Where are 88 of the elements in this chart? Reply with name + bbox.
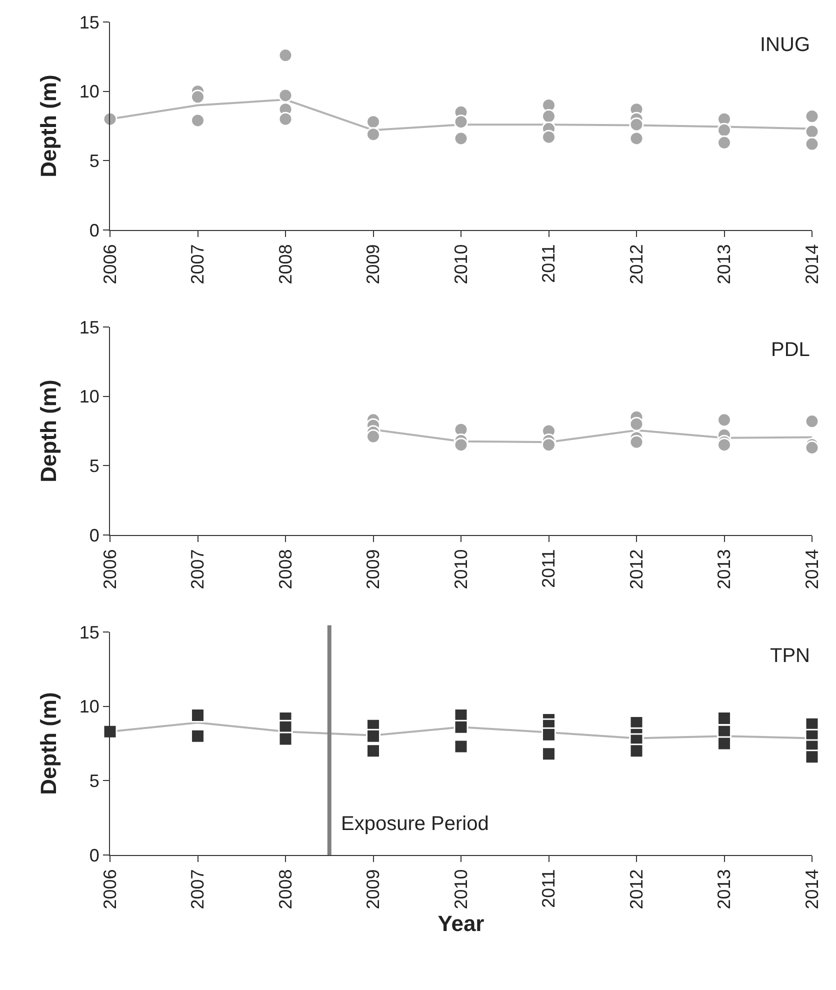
point (278, 48, 293, 63)
point (804, 124, 820, 139)
x-tick-label: 2012 (626, 549, 646, 590)
point (454, 720, 468, 734)
point (629, 117, 644, 132)
point (102, 112, 118, 126)
y-axis-title: Depth (m) (36, 692, 61, 795)
text: TPN (770, 645, 810, 667)
x-tick-label: 2010 (450, 869, 471, 910)
point (278, 88, 293, 103)
x-tick-label: 2010 (450, 244, 471, 284)
x-tick-label: 2006 (100, 549, 120, 590)
point (366, 744, 380, 758)
y-tick-label: 15 (79, 622, 100, 642)
x-tick-label: 2007 (188, 244, 208, 284)
point (717, 122, 732, 138)
point (366, 429, 380, 444)
point (542, 727, 556, 742)
x-tick-label: 2006 (100, 244, 120, 284)
point (804, 109, 820, 124)
x-tick-label: 2014 (802, 869, 822, 910)
point (717, 135, 732, 150)
x-tick-label: 2009 (363, 244, 384, 284)
point (717, 736, 732, 751)
x-tick-label: 2009 (363, 869, 384, 910)
y-tick-label: 5 (89, 150, 100, 171)
y-tick-label: 0 (89, 845, 100, 866)
point (366, 114, 380, 130)
point (542, 109, 556, 124)
x-tick-label: 2013 (714, 869, 734, 910)
x-tick-label: 2013 (714, 244, 734, 284)
text: PDL (771, 339, 810, 361)
y-axis-title: Depth (m) (36, 74, 61, 178)
point (717, 710, 732, 726)
point (629, 744, 644, 758)
x-tick-label: 2011 (538, 549, 559, 588)
point (102, 724, 118, 739)
point (278, 732, 293, 746)
point (454, 114, 468, 130)
point (454, 438, 468, 452)
x-tick-label: 2007 (188, 869, 208, 910)
x-tick-label: 2014 (802, 244, 822, 284)
ref-line-label: Exposure Period (341, 813, 489, 835)
point (542, 746, 556, 762)
point (804, 136, 820, 152)
y-axis-title: Depth (m) (36, 380, 61, 482)
x-tick-label: 2013 (714, 549, 734, 590)
y-tick-label: 15 (79, 12, 100, 32)
point (190, 90, 205, 104)
y-tick-label: 10 (79, 386, 100, 407)
point (454, 131, 468, 146)
point (454, 739, 468, 754)
x-tick-label: 2012 (626, 869, 646, 910)
x-tick-label: 2014 (802, 549, 822, 590)
point (804, 414, 820, 429)
y-tick-label: 15 (79, 317, 100, 338)
x-tick-label: 2006 (100, 869, 120, 910)
point (629, 416, 644, 432)
point (190, 113, 205, 128)
point (717, 438, 732, 452)
x-tick-label: 2012 (626, 244, 646, 284)
point (542, 130, 556, 144)
x-tick-label: 2010 (450, 549, 471, 590)
x-tick-label: 2008 (275, 549, 296, 590)
point (542, 438, 556, 452)
point (629, 434, 644, 450)
point (366, 728, 380, 744)
y-tick-label: 0 (89, 220, 100, 240)
point (804, 750, 820, 764)
x-tick-label: 2007 (188, 549, 208, 590)
y-tick-label: 10 (79, 696, 100, 717)
y-tick-label: 5 (89, 456, 100, 476)
point (190, 708, 205, 722)
point (366, 127, 380, 142)
y-tick-label: 0 (89, 525, 100, 546)
text: INUG (760, 34, 810, 56)
x-axis-title: Year (438, 911, 485, 936)
point (629, 131, 644, 146)
point (190, 728, 205, 744)
point (717, 412, 732, 428)
y-tick-label: 10 (79, 82, 100, 102)
x-tick-label: 2011 (538, 244, 559, 283)
x-tick-label: 2011 (538, 869, 559, 908)
x-tick-label: 2008 (275, 869, 296, 910)
y-tick-label: 5 (89, 770, 100, 791)
x-tick-label: 2008 (275, 244, 296, 284)
point (278, 112, 293, 126)
x-tick-label: 2009 (363, 549, 384, 590)
